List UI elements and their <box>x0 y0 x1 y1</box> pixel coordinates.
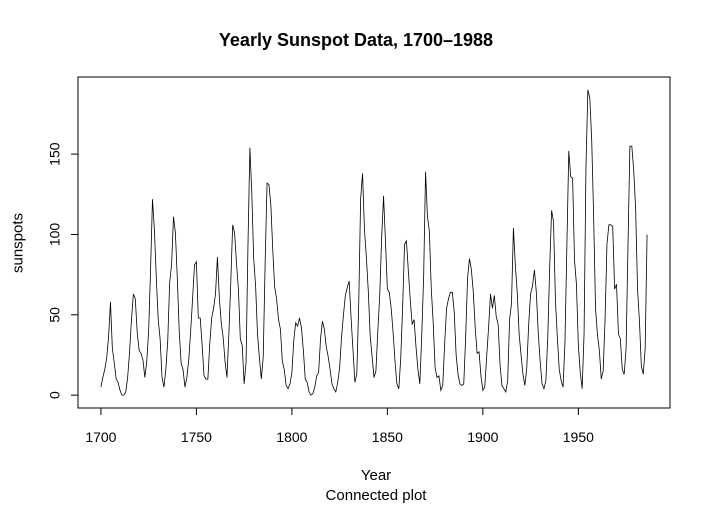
x-tick-label: 1850 <box>372 429 403 445</box>
x-axis: 1700 1750 1800 1850 1900 1950 <box>85 407 594 445</box>
y-tick-label: 150 <box>47 142 63 166</box>
x-tick-label: 1800 <box>276 429 307 445</box>
y-tick-label: 50 <box>47 307 63 323</box>
y-tick-label: 100 <box>47 223 63 247</box>
x-tick-label: 1950 <box>563 429 594 445</box>
chart-title: Yearly Sunspot Data, 1700–1988 <box>218 30 494 50</box>
chart-subtitle: Connected plot <box>325 487 427 504</box>
x-tick-label: 1700 <box>85 429 116 445</box>
x-tick-label: 1750 <box>181 429 212 445</box>
y-axis: 0 50 100 150 <box>47 142 79 399</box>
y-tick-label: 0 <box>47 391 63 399</box>
x-tick-label: 1900 <box>467 429 498 445</box>
y-axis-label: sunspots <box>9 212 27 274</box>
x-axis-label: Year <box>360 467 392 484</box>
sunspot-series-line <box>100 89 648 396</box>
